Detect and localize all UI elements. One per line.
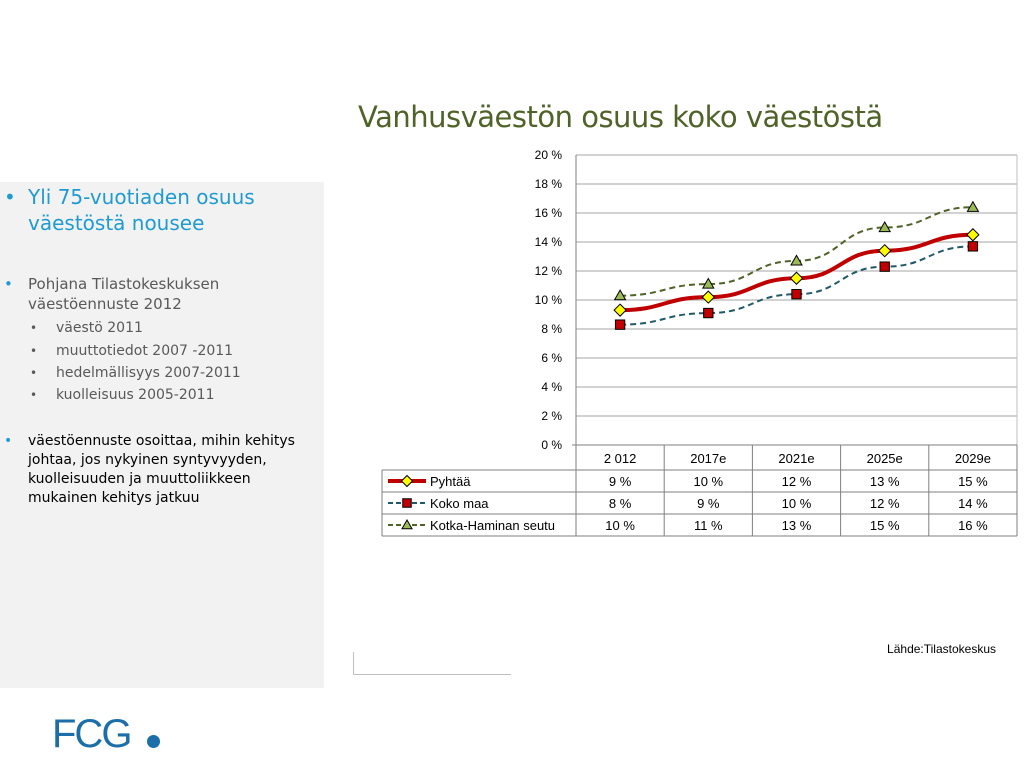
- data-point: [878, 220, 892, 233]
- series-name: Pyhtää: [430, 474, 471, 489]
- bullet: •: [4, 185, 16, 209]
- logo-dot: [147, 735, 160, 748]
- table-value: 13 %: [782, 518, 812, 533]
- table-value: 10 %: [605, 518, 635, 533]
- x-category-label: 2029e: [955, 451, 991, 466]
- x-category-label: 2 012: [604, 451, 637, 466]
- sub-bullet: •: [30, 321, 38, 335]
- headline-text: Yli 75-vuotiaden osuus väestöstä nousee: [28, 185, 255, 235]
- data-point: [879, 261, 890, 272]
- table-value: 10 %: [693, 474, 723, 489]
- data-point: [966, 200, 980, 212]
- sub-bullet: •: [30, 388, 38, 402]
- conclusion-text: väestöennuste osoittaa, mihin kehitys jo…: [28, 433, 295, 506]
- data-point: [789, 271, 804, 285]
- series-name: Koko maa: [430, 496, 489, 511]
- sub-bullet: •: [30, 344, 38, 358]
- table-value: 12 %: [782, 474, 812, 489]
- table-value: 8 %: [609, 496, 632, 511]
- table-value: 9 %: [697, 496, 720, 511]
- table-value: 10 %: [782, 496, 812, 511]
- bullet: •: [4, 275, 13, 293]
- y-tick-label: 14 %: [535, 235, 563, 249]
- sub-item: väestö 2011: [56, 320, 143, 336]
- data-point: [614, 319, 626, 330]
- sub-item: kuolleisuus 2005-2011: [56, 387, 215, 403]
- y-tick-label: 8 %: [541, 322, 562, 336]
- y-tick-label: 4 %: [541, 380, 562, 394]
- side-panel: [0, 182, 324, 688]
- data-point: [877, 243, 892, 258]
- sub-item: muuttotiedot 2007 -2011: [56, 343, 234, 359]
- y-tick-label: 18 %: [535, 177, 563, 191]
- sub-item: hedelmällisyys 2007-2011: [56, 365, 241, 381]
- x-category-label: 2021e: [778, 451, 814, 466]
- y-tick-label: 10 %: [535, 293, 563, 307]
- data-point: [703, 307, 714, 319]
- table-value: 15 %: [958, 474, 988, 489]
- table-value: 12 %: [870, 496, 900, 511]
- data-point: [967, 241, 979, 252]
- data-point: [790, 254, 803, 266]
- y-tick-label: 0 %: [541, 438, 562, 452]
- basis-text: Pohjana Tilastokeskuksen väestöennuste 2…: [28, 275, 220, 313]
- table-value: 13 %: [870, 474, 900, 489]
- y-tick-label: 20 %: [535, 148, 563, 162]
- x-category-label: 2025e: [867, 451, 903, 466]
- source-note: Lähde:Tilastokeskus: [887, 642, 996, 656]
- data-point: [402, 498, 412, 508]
- data-point: [400, 474, 414, 488]
- bullet: •: [4, 433, 13, 449]
- table-value: 9 %: [609, 474, 632, 489]
- y-tick-label: 16 %: [535, 206, 563, 220]
- fcg-logo: FCG: [52, 712, 132, 756]
- sub-bullet: •: [30, 366, 38, 380]
- data-point: [701, 290, 716, 304]
- x-category-label: 2017e: [690, 451, 726, 466]
- y-tick-label: 2 %: [541, 409, 562, 423]
- data-point: [966, 228, 980, 242]
- table-value: 11 %: [694, 518, 723, 533]
- data-point: [701, 277, 715, 289]
- data-point: [613, 303, 627, 317]
- y-tick-label: 6 %: [541, 351, 562, 365]
- data-point: [613, 289, 627, 301]
- table-value: 14 %: [958, 496, 988, 511]
- y-tick-label: 12 %: [535, 264, 563, 278]
- series-name: Kotka-Haminan seutu: [430, 518, 555, 533]
- table-value: 15 %: [870, 518, 900, 533]
- table-value: 16 %: [958, 518, 988, 533]
- data-point: [401, 518, 413, 530]
- decorative-bracket: [353, 652, 511, 675]
- data-point: [791, 289, 802, 300]
- chart-title: Vanhusväestön osuus koko väestöstä: [358, 100, 883, 134]
